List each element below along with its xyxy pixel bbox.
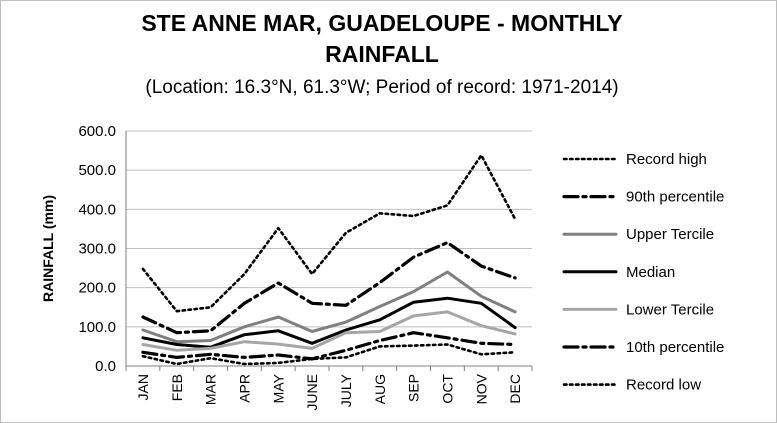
y-tick-label: 400.0	[78, 201, 116, 218]
y-tick-label: 600.0	[78, 123, 116, 140]
x-tick-label: SEP	[406, 374, 422, 402]
y-tick-label: 500.0	[78, 162, 116, 179]
y-tick-label: 100.0	[78, 319, 116, 336]
x-tick-label: JAN	[135, 374, 151, 400]
legend-label: Upper Tercile	[626, 226, 714, 243]
chart-title-line-2: RAINFALL	[325, 41, 439, 67]
legend-label: 10th percentile	[626, 339, 724, 356]
series-line-10th-percentile	[141, 331, 517, 361]
x-tick-label: MAR	[203, 374, 219, 405]
x-tick-label: MAY	[270, 373, 286, 403]
y-tick-label: 200.0	[78, 280, 116, 297]
x-tick-label: FEB	[169, 374, 185, 401]
x-tick-label: APR	[236, 374, 252, 403]
series-line-record-low	[141, 343, 517, 366]
x-tick-label: JUNE	[304, 374, 320, 411]
x-tick-label: DEC	[507, 374, 523, 404]
chart-title-line-1: STE ANNE MAR, GUADELOUPE - MONTHLY	[141, 10, 623, 36]
series-line-lower-tercile	[141, 310, 517, 352]
x-tick-label: NOV	[473, 373, 489, 404]
legend-label: Record low	[626, 377, 701, 394]
legend-label: Median	[626, 264, 675, 281]
x-tick-label: AUG	[372, 374, 388, 404]
series-line-median	[141, 296, 517, 349]
y-tick-label: 300.0	[78, 241, 116, 258]
chart-subtitle: (Location: 16.3°N, 61.3°W; Period of rec…	[145, 77, 619, 98]
y-tick-label: 0.0	[95, 358, 116, 375]
chart-title: STE ANNE MAR, GUADELOUPE - MONTHLY RAINF…	[0, 8, 764, 70]
series-line-90th-percentile	[141, 241, 517, 335]
series-line-upper-tercile	[141, 270, 517, 344]
series-line-record-high	[141, 154, 517, 313]
x-tick-label: JULY	[338, 373, 354, 407]
x-tick-label: OCT	[439, 374, 455, 404]
legend-label: Record high	[626, 151, 707, 168]
y-axis-title: RAINFALL (mm)	[40, 195, 56, 302]
legend-label: Lower Tercile	[626, 301, 714, 318]
legend-label: 90th percentile	[626, 189, 724, 206]
